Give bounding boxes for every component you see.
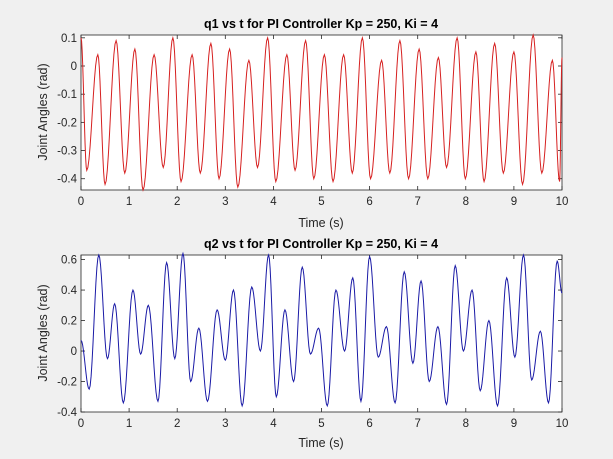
- q2-x-tick-label: 5: [318, 418, 324, 430]
- q2-x-tick-label: 0: [78, 418, 84, 430]
- q2-chart-title: q2 vs t for PI Controller Kp = 250, Ki =…: [204, 237, 438, 251]
- q2-x-tick-label: 6: [366, 418, 372, 430]
- q2-plot-area: [80, 254, 563, 413]
- q1-y-tick-label: -0.3: [57, 146, 77, 158]
- q1-x-tick-label: 5: [318, 196, 324, 208]
- q1-y-tick-label: -0.2: [57, 117, 77, 129]
- q1-chart-title: q1 vs t for PI Controller Kp = 250, Ki =…: [204, 17, 438, 31]
- q1-x-tick-label: 9: [511, 196, 517, 208]
- q2-x-tick-label: 1: [126, 418, 132, 430]
- q1-x-tick-label: 8: [463, 196, 469, 208]
- q2-y-tick-label: 0: [71, 346, 77, 358]
- q2-y-tick-label: -0.4: [57, 407, 77, 419]
- q1-series-line: [80, 33, 563, 192]
- q2-x-tick-label: 9: [511, 418, 517, 430]
- q1-x-tick-label: 2: [174, 196, 180, 208]
- q1-x-tick-label: 0: [78, 196, 84, 208]
- q1-x-tick-label: 3: [222, 196, 228, 208]
- q1-axis-ticks: 0 1 2 3 4 5 6 7 8 9 10 0.1 0 -0.1 -0.2 -0.3 -0.4: [57, 33, 568, 208]
- q1-x-tick-label: 6: [366, 196, 372, 208]
- q2-y-tick-label: 0.4: [61, 285, 78, 297]
- q2-y-axis-label: Joint Angles (rad): [36, 284, 50, 381]
- q2-axis-ticks: 0 1 2 3 4 5 6 7 8 9 10 0.6 0.4 0.2 0 -0.2 -0.4: [57, 255, 568, 430]
- q1-y-tick-label: -0.1: [57, 89, 77, 101]
- q2-x-axis-label: Time (s): [298, 436, 343, 450]
- q2-x-tick-label: 4: [270, 418, 277, 430]
- q2-y-tick-label: 0.2: [61, 316, 77, 328]
- q1-y-tick-label: 0.1: [61, 33, 77, 45]
- q2-x-tick-label: 2: [174, 418, 180, 430]
- q1-y-tick-label: 0: [71, 61, 77, 73]
- q2-x-tick-label: 10: [556, 418, 569, 430]
- q1-x-tick-label: 4: [270, 196, 277, 208]
- q2-y-tick-label: -0.2: [57, 377, 77, 389]
- q2-x-tick-label: 3: [222, 418, 228, 430]
- q1-x-axis-label: Time (s): [298, 216, 343, 230]
- q2-y-tick-label: 0.6: [61, 255, 77, 267]
- q1-x-tick-label: 10: [556, 196, 569, 208]
- q1-y-axis-label: Joint Angles (rad): [36, 63, 50, 160]
- q1-subplot: q1 vs t for PI Controller Kp = 250, Ki =…: [36, 17, 568, 230]
- q2-subplot: q2 vs t for PI Controller Kp = 250, Ki =…: [36, 237, 568, 450]
- q1-y-tick-label: -0.4: [57, 174, 77, 186]
- q1-x-tick-label: 1: [126, 196, 132, 208]
- q1-x-tick-label: 7: [414, 196, 420, 208]
- q2-x-tick-label: 8: [463, 418, 469, 430]
- q2-x-tick-label: 7: [414, 418, 420, 430]
- q2-series-line: [80, 251, 563, 408]
